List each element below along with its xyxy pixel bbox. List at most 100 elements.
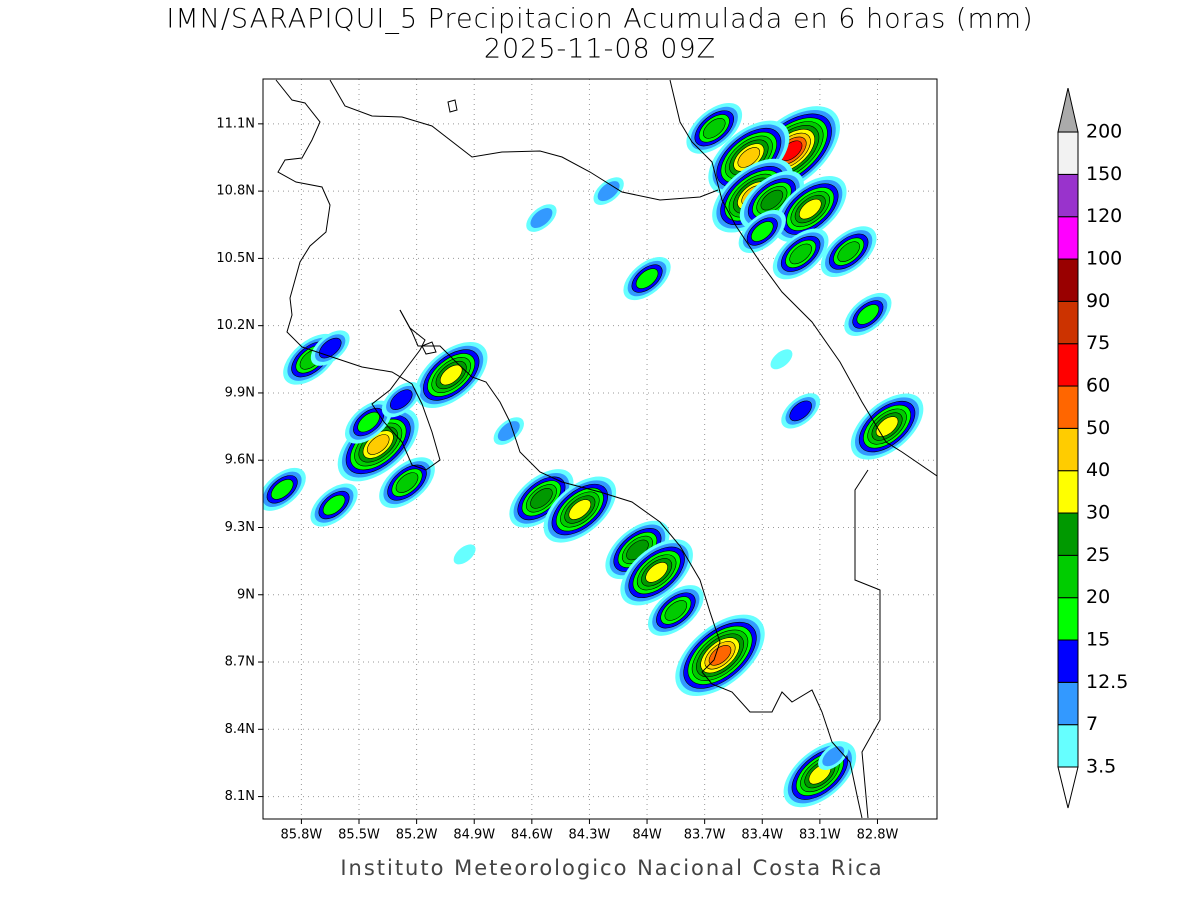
colorbar-box [1057,131,1079,175]
rain-contour [770,349,793,370]
colorbar-box [1057,724,1079,768]
rain-cell [844,292,892,336]
rain-cell [593,177,624,205]
x-tick-label: 83.7W [684,828,726,843]
rain-cell [620,539,693,606]
rain-cell [781,393,821,429]
rain-cell [379,457,435,508]
coastline [329,79,719,201]
colorbar-label: 20 [1086,586,1110,608]
y-tick-label: 9.3N [225,520,255,535]
subtitle: 2025-11-08 09Z [484,34,716,65]
rain-contour [750,221,774,242]
rain-contour [530,208,553,229]
x-tick-label: 84.3W [569,828,611,843]
border [854,469,881,819]
rain-contour [635,268,659,289]
colorbar-label: 12.5 [1086,671,1128,693]
rain-contour [530,488,553,509]
rain-cell [381,381,421,418]
rain-contour [856,304,880,325]
island [447,99,458,113]
rain-contour [497,421,520,442]
rain-cell [543,476,617,543]
colorbar-box [1057,385,1079,429]
rain-contour [837,241,860,262]
rain-contour [798,198,822,220]
rain-contour [318,337,342,359]
x-tick-label: 84.9W [453,828,495,843]
rain-cell [337,407,419,482]
colorbar-box [1057,173,1079,218]
colorbar-box [1057,216,1079,260]
colorbar-label: 150 [1086,163,1122,185]
rain-contour [702,118,726,139]
colorbar-box [1057,681,1079,726]
x-tick-label: 85.8W [280,828,322,843]
title: IMN/SARAPIQUI_5 Precipitacion Acumulada … [166,4,1033,35]
colorbar-box [1057,512,1079,556]
island [421,341,437,355]
rain-cell [263,467,306,511]
rain-cell [414,341,488,409]
rain-contour [395,472,419,493]
y-tick-label: 8.7N [225,655,255,670]
rain-cell [818,742,849,771]
rain-cell [526,204,557,232]
coastlines [275,79,937,819]
colorbar-label: 15 [1086,629,1110,651]
colorbar-label: 30 [1086,502,1110,524]
colorbar-box [1057,258,1079,302]
rain-contour [568,499,592,520]
x-tick-label: 83.1W [799,828,841,843]
rain-cell [310,483,358,527]
colorbar-box [1057,343,1079,387]
colorbar-box [1057,639,1079,683]
coastline [275,79,441,471]
y-tick-label: 9.6N [225,453,255,468]
colorbar: 3.5 7 12.5 15 20 25 30 40 50 60 75 90 100 120 150 200 [1057,87,1128,809]
x-tick-label: 85.5W [338,828,380,843]
colorbar-label: 50 [1086,417,1110,439]
y-tick-label: 8.1N [225,789,255,804]
rain-contour [822,746,845,767]
rain-contour [366,434,390,455]
map-frame [262,78,938,820]
y-tick-label: 9N [237,587,255,602]
rain-contour [737,147,761,168]
colorbar-under [1057,766,1079,809]
colorbar-label: 100 [1086,248,1122,270]
y-tick-label: 11.1N [216,116,255,131]
x-tick-label: 82.8W [857,828,899,843]
coastline [399,309,863,819]
colorbar-label: 200 [1086,121,1122,143]
colorbar-label: 25 [1086,544,1110,566]
rain-contour [789,243,812,265]
colorbar-box [1057,300,1079,345]
colorbar-label: 40 [1086,459,1110,481]
rain-cell [738,209,786,254]
rain-cell [493,417,524,445]
rain-cell [772,228,829,280]
rain-contour [597,181,620,202]
x-tick-label: 83.4W [741,828,783,843]
x-tick-label: 85.2W [396,828,438,843]
colorbar-box [1057,427,1079,472]
rain-cell [453,544,476,565]
colorbar-box [1057,554,1079,599]
colorbar-box [1057,470,1079,514]
colorbar-label: 60 [1086,375,1110,397]
rain-contour [389,389,413,410]
y-tick-label: 10.8N [216,184,255,199]
axes: 85.8W 85.5W 85.2W 84.9W 84.6W 84.3W 84W 83.7W 83… [216,116,898,842]
colorbar-over [1057,87,1079,133]
rain-cell [605,520,670,580]
colorbar-label: 75 [1086,332,1110,354]
rain-contour [453,544,476,565]
y-tick-label: 8.4N [225,722,255,737]
rain-contour [645,562,668,583]
footer: Instituto Meteorologico Nacional Costa R… [340,856,883,880]
colorbar-label: 120 [1086,205,1122,227]
